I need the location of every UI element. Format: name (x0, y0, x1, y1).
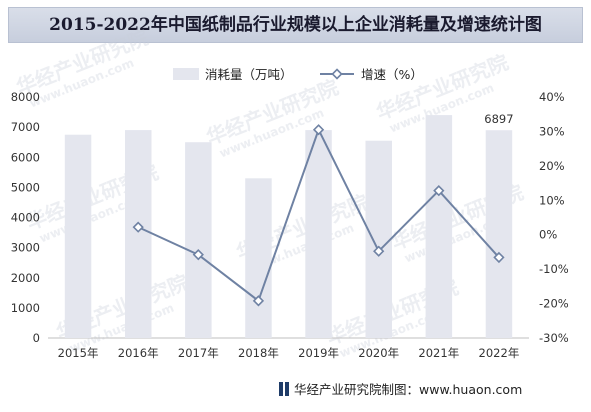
x-tick-label: 2016年 (118, 346, 159, 360)
legend-bar-label: 消耗量（万吨） (205, 67, 293, 82)
legend: 消耗量（万吨） 增速（%） (173, 67, 423, 82)
growth-point-2017年 (192, 249, 204, 261)
chart-title: 2015-2022年中国纸制品行业规模以上企业消耗量及增速统计图 (49, 15, 542, 35)
y-right-tick-label: 20% (539, 159, 565, 173)
x-tick-label: 2017年 (178, 346, 219, 360)
growth-point-2019年 (312, 124, 325, 136)
x-tick-label: 2019年 (298, 346, 339, 360)
bar-2017年 (185, 142, 212, 338)
title-bar: 2015-2022年中国纸制品行业规模以上企业消耗量及增速统计图 (8, 7, 583, 43)
bar-value-label: 6897 (484, 112, 513, 126)
y-left-tick-label: 5000 (11, 180, 40, 194)
footer: 华经产业研究院制图：www.huaon.com (0, 376, 591, 406)
x-tick-label: 2018年 (238, 346, 279, 360)
bar-2021年 (425, 115, 453, 338)
source-credit: 华经产业研究院制图：www.huaon.com (294, 382, 523, 397)
y-right-tick-label: 30% (539, 124, 565, 138)
y-right-tick-label: 10% (539, 193, 565, 207)
growth-point-2021年 (433, 185, 445, 197)
legend-bar-swatch (173, 68, 199, 80)
growth-point-2022年 (493, 251, 505, 264)
y-left-tick-label: 2000 (11, 271, 40, 285)
x-tick-label: 2020年 (358, 346, 399, 360)
y-left-tick-label: 3000 (11, 241, 40, 255)
data-labels: 6897 (484, 112, 513, 126)
y-right-tick-label: 40% (539, 90, 565, 104)
axes: 0 1000 2000 3000 4000 5000 6000 7000 8000 -30% -20… (11, 90, 569, 360)
bar-series (64, 115, 513, 338)
y-left-tick-label: 7000 (11, 120, 40, 134)
x-tick-label: 2022年 (479, 346, 520, 360)
bar-2016年 (125, 130, 152, 338)
y-left-tick-label: 1000 (11, 301, 40, 315)
y-left-tick-label: 8000 (11, 90, 40, 104)
y-right-tick-label: -10% (539, 262, 569, 276)
logo-bars-icon (279, 382, 289, 396)
bar-2019年 (305, 130, 332, 338)
y-right-tick-label: 0% (539, 228, 557, 242)
legend-line-marker (331, 68, 343, 80)
growth-point-2020年 (373, 245, 385, 257)
x-tick-label: 2021年 (418, 346, 459, 360)
growth-point-2018年 (252, 295, 265, 307)
bar-2018年 (245, 178, 272, 338)
y-left-tick-label: 4000 (11, 211, 40, 225)
y-left-tick-label: 6000 (11, 150, 40, 164)
bar-2015年 (64, 134, 92, 338)
bar-2020年 (365, 140, 392, 338)
x-tick-label: 2015年 (58, 346, 99, 360)
y-right-tick-label: -30% (539, 331, 569, 345)
growth-point-2016年 (132, 221, 144, 233)
bar-2022年 (485, 130, 513, 338)
line-series (132, 124, 505, 307)
y-left-tick-label: 0 (33, 331, 40, 345)
legend-line-label: 增速（%） (361, 67, 423, 82)
y-right-tick-label: -20% (539, 297, 569, 311)
